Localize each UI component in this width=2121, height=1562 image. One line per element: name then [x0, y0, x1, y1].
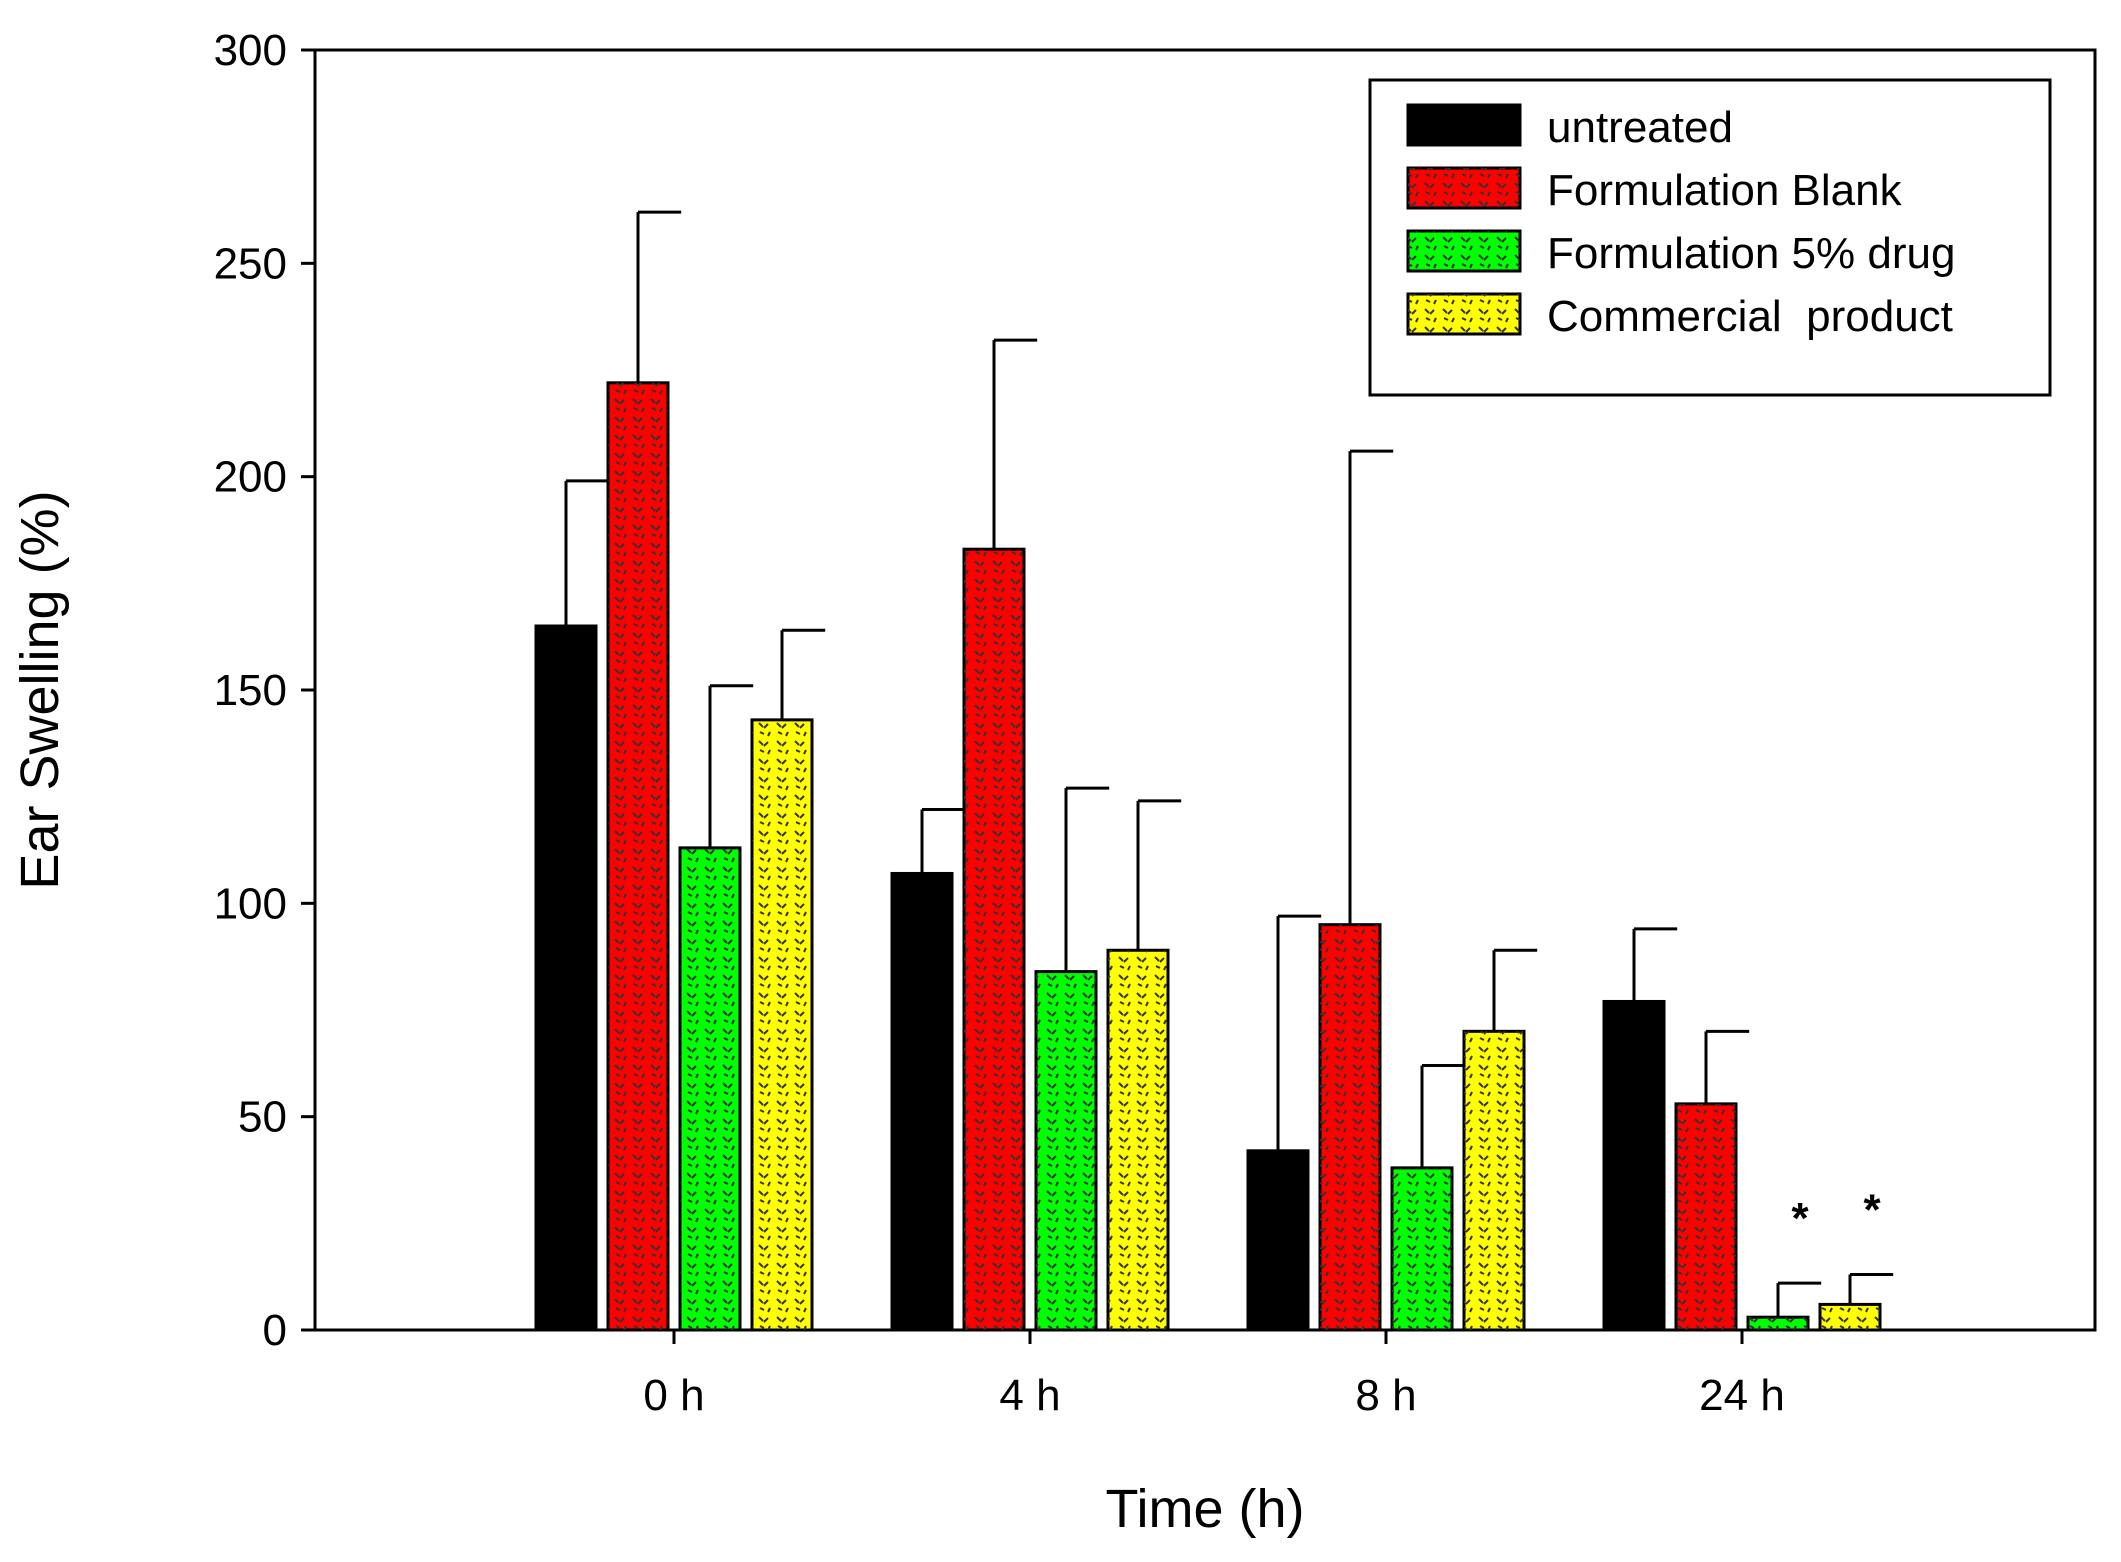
- bar-pattern: [964, 549, 1024, 1330]
- bar-pattern: [1676, 1103, 1736, 1330]
- significance-mark: *: [1863, 1186, 1881, 1235]
- y-tick-label: 50: [238, 1093, 287, 1142]
- legend-swatch-pattern: [1408, 231, 1520, 271]
- x-tick-label: 4 h: [999, 1371, 1060, 1420]
- bar-pattern: [1320, 924, 1380, 1330]
- legend-swatch-pattern: [1408, 168, 1520, 208]
- y-axis: 0 50 100 150 200 250 300: [214, 26, 315, 1355]
- legend-swatch: [1406, 103, 1522, 147]
- bar-pattern: [1108, 950, 1168, 1330]
- bar-pattern: [752, 719, 812, 1330]
- bar-pattern: [1464, 1031, 1524, 1330]
- y-tick-label: 0: [263, 1306, 287, 1355]
- x-axis: 0 h 4 h 8 h 24 h: [643, 1330, 1785, 1420]
- legend-label: Formulation Blank: [1547, 166, 1903, 215]
- bar-pattern: [1748, 1317, 1808, 1330]
- legend: untreated Formulation Blank Formulation 5%…: [1368, 78, 2052, 397]
- y-tick-label: 200: [214, 453, 287, 502]
- x-axis-title: Time (h): [1106, 1479, 1305, 1539]
- bar: [1246, 1149, 1310, 1332]
- legend-label: untreated: [1547, 103, 1733, 152]
- bar-pattern: [1820, 1304, 1880, 1330]
- x-tick-label: 0 h: [643, 1371, 704, 1420]
- bar: [890, 871, 954, 1332]
- y-tick-label: 100: [214, 879, 287, 928]
- bar-pattern: [608, 382, 668, 1330]
- y-tick-label: 150: [214, 666, 287, 715]
- bar-pattern: [680, 847, 740, 1330]
- y-tick-label: 300: [214, 26, 287, 75]
- legend-swatch-pattern: [1408, 294, 1520, 334]
- significance-mark: *: [1791, 1194, 1809, 1243]
- y-tick-label: 250: [214, 239, 287, 288]
- bar-pattern: [1392, 1167, 1452, 1330]
- legend-label: Formulation 5% drug: [1547, 229, 1955, 278]
- y-axis-title: Ear Swelling (%): [10, 490, 70, 889]
- legend-label: Commercial product: [1547, 292, 1953, 341]
- x-tick-label: 8 h: [1355, 1371, 1416, 1420]
- bars-layer: * *: [534, 210, 1894, 1332]
- bar: [534, 624, 598, 1332]
- bar: [1602, 999, 1666, 1332]
- bar-pattern: [1036, 971, 1096, 1330]
- x-tick-label: 24 h: [1699, 1371, 1785, 1420]
